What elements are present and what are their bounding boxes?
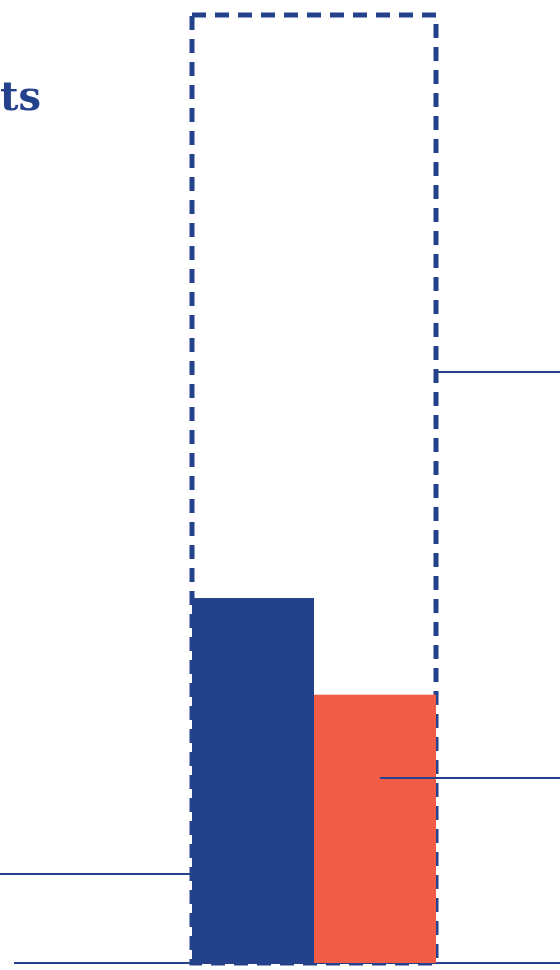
bar-1: [192, 598, 314, 963]
chart-title-fragment: ts: [0, 73, 41, 120]
bar-2: [314, 694, 436, 963]
